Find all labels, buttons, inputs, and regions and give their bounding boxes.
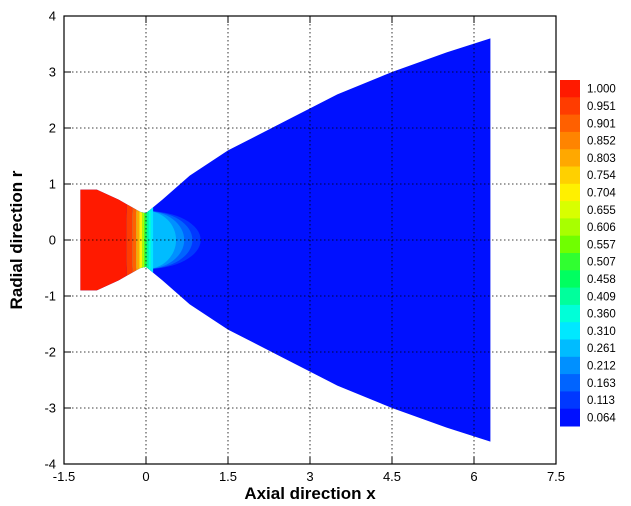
y-tick-label: -3: [44, 401, 56, 416]
contour-band-3: [136, 38, 140, 442]
colorbar-swatch: [560, 97, 580, 116]
colorbar-label: 0.409: [587, 291, 616, 303]
colorbar-swatch: [560, 218, 580, 237]
contour-band-1: [126, 38, 133, 442]
colorbar-swatch: [560, 270, 580, 289]
colorbar-label: 0.310: [587, 326, 616, 338]
colorbar-label: 0.064: [587, 412, 616, 424]
colorbar-label: 0.113: [587, 395, 615, 407]
colorbar-swatch: [560, 391, 580, 410]
colorbar-label: 0.507: [587, 257, 616, 269]
x-tick-label: 0: [142, 469, 149, 484]
contour-band-5: [142, 38, 145, 442]
y-tick-label: 2: [49, 121, 56, 136]
colorbar-swatch: [560, 149, 580, 167]
y-tick-label: 4: [49, 9, 56, 24]
colorbar-label: 0.261: [587, 343, 616, 355]
y-tick-label: -2: [44, 345, 56, 360]
x-tick-label: 1.5: [219, 469, 237, 484]
colorbar-swatch: [560, 235, 580, 254]
contour-band-2: [132, 38, 137, 442]
colorbar-swatch: [560, 183, 580, 202]
colorbar-label: 0.212: [587, 360, 616, 372]
colorbar-swatch: [560, 114, 580, 133]
colorbar-swatch: [560, 322, 580, 340]
colorbar-label: 0.803: [587, 153, 616, 165]
colorbar-swatch: [560, 131, 580, 150]
y-axis-label: Radial direction r: [7, 170, 26, 309]
colorbar-label: 1.000: [587, 84, 616, 96]
colorbar-swatch: [560, 80, 580, 98]
colorbar-swatch: [560, 166, 580, 185]
contour-band-8: [148, 38, 151, 442]
x-tick-label: 4.5: [383, 469, 401, 484]
colorbar-label: 0.360: [587, 309, 616, 321]
colorbar-swatch: [560, 356, 580, 375]
colorbar-swatch: [560, 287, 580, 306]
colorbar-swatch: [560, 374, 580, 392]
colorbar-swatch: [560, 253, 580, 271]
colorbar-label: 0.606: [587, 222, 616, 234]
colorbar-label: 0.557: [587, 239, 616, 251]
y-tick-label: 3: [49, 65, 56, 80]
colorbar-label: 0.951: [587, 101, 616, 113]
colorbar-label: 0.852: [587, 136, 616, 148]
colorbar-label: 0.754: [587, 170, 616, 182]
x-tick-label: 6: [470, 469, 477, 484]
colorbar-label: 0.704: [587, 187, 616, 199]
x-tick-label: -1.5: [53, 469, 75, 484]
y-tick-label: 0: [49, 233, 56, 248]
x-tick-label: 3: [306, 469, 313, 484]
colorbar-legend: 1.000 0.951 0.901 0.852 0.803 0.754 0.704 0.655…: [560, 80, 616, 427]
colorbar-label: 0.655: [587, 205, 616, 217]
y-tick-label: 1: [49, 177, 56, 192]
x-tick-label: 7.5: [547, 469, 565, 484]
colorbar-swatch: [560, 339, 580, 358]
y-tick-label: -4: [44, 457, 56, 472]
colorbar-label: 0.163: [587, 378, 616, 390]
colorbar-swatch: [560, 408, 580, 427]
contour-band-7: [146, 38, 149, 442]
x-axis-label: Axial direction x: [244, 484, 376, 503]
colorbar-swatch: [560, 304, 580, 323]
colorbar-label: 0.901: [587, 118, 616, 130]
axis-ticks: -1.5 0 1.5 3 4.5 6 7.5 -4 -3 -2 -1 0 1 2 3 4: [44, 9, 565, 485]
colorbar-label: 0.458: [587, 274, 616, 286]
grid-lines: [64, 16, 556, 464]
colorbar-swatch: [560, 201, 580, 219]
y-tick-label: -1: [44, 289, 56, 304]
